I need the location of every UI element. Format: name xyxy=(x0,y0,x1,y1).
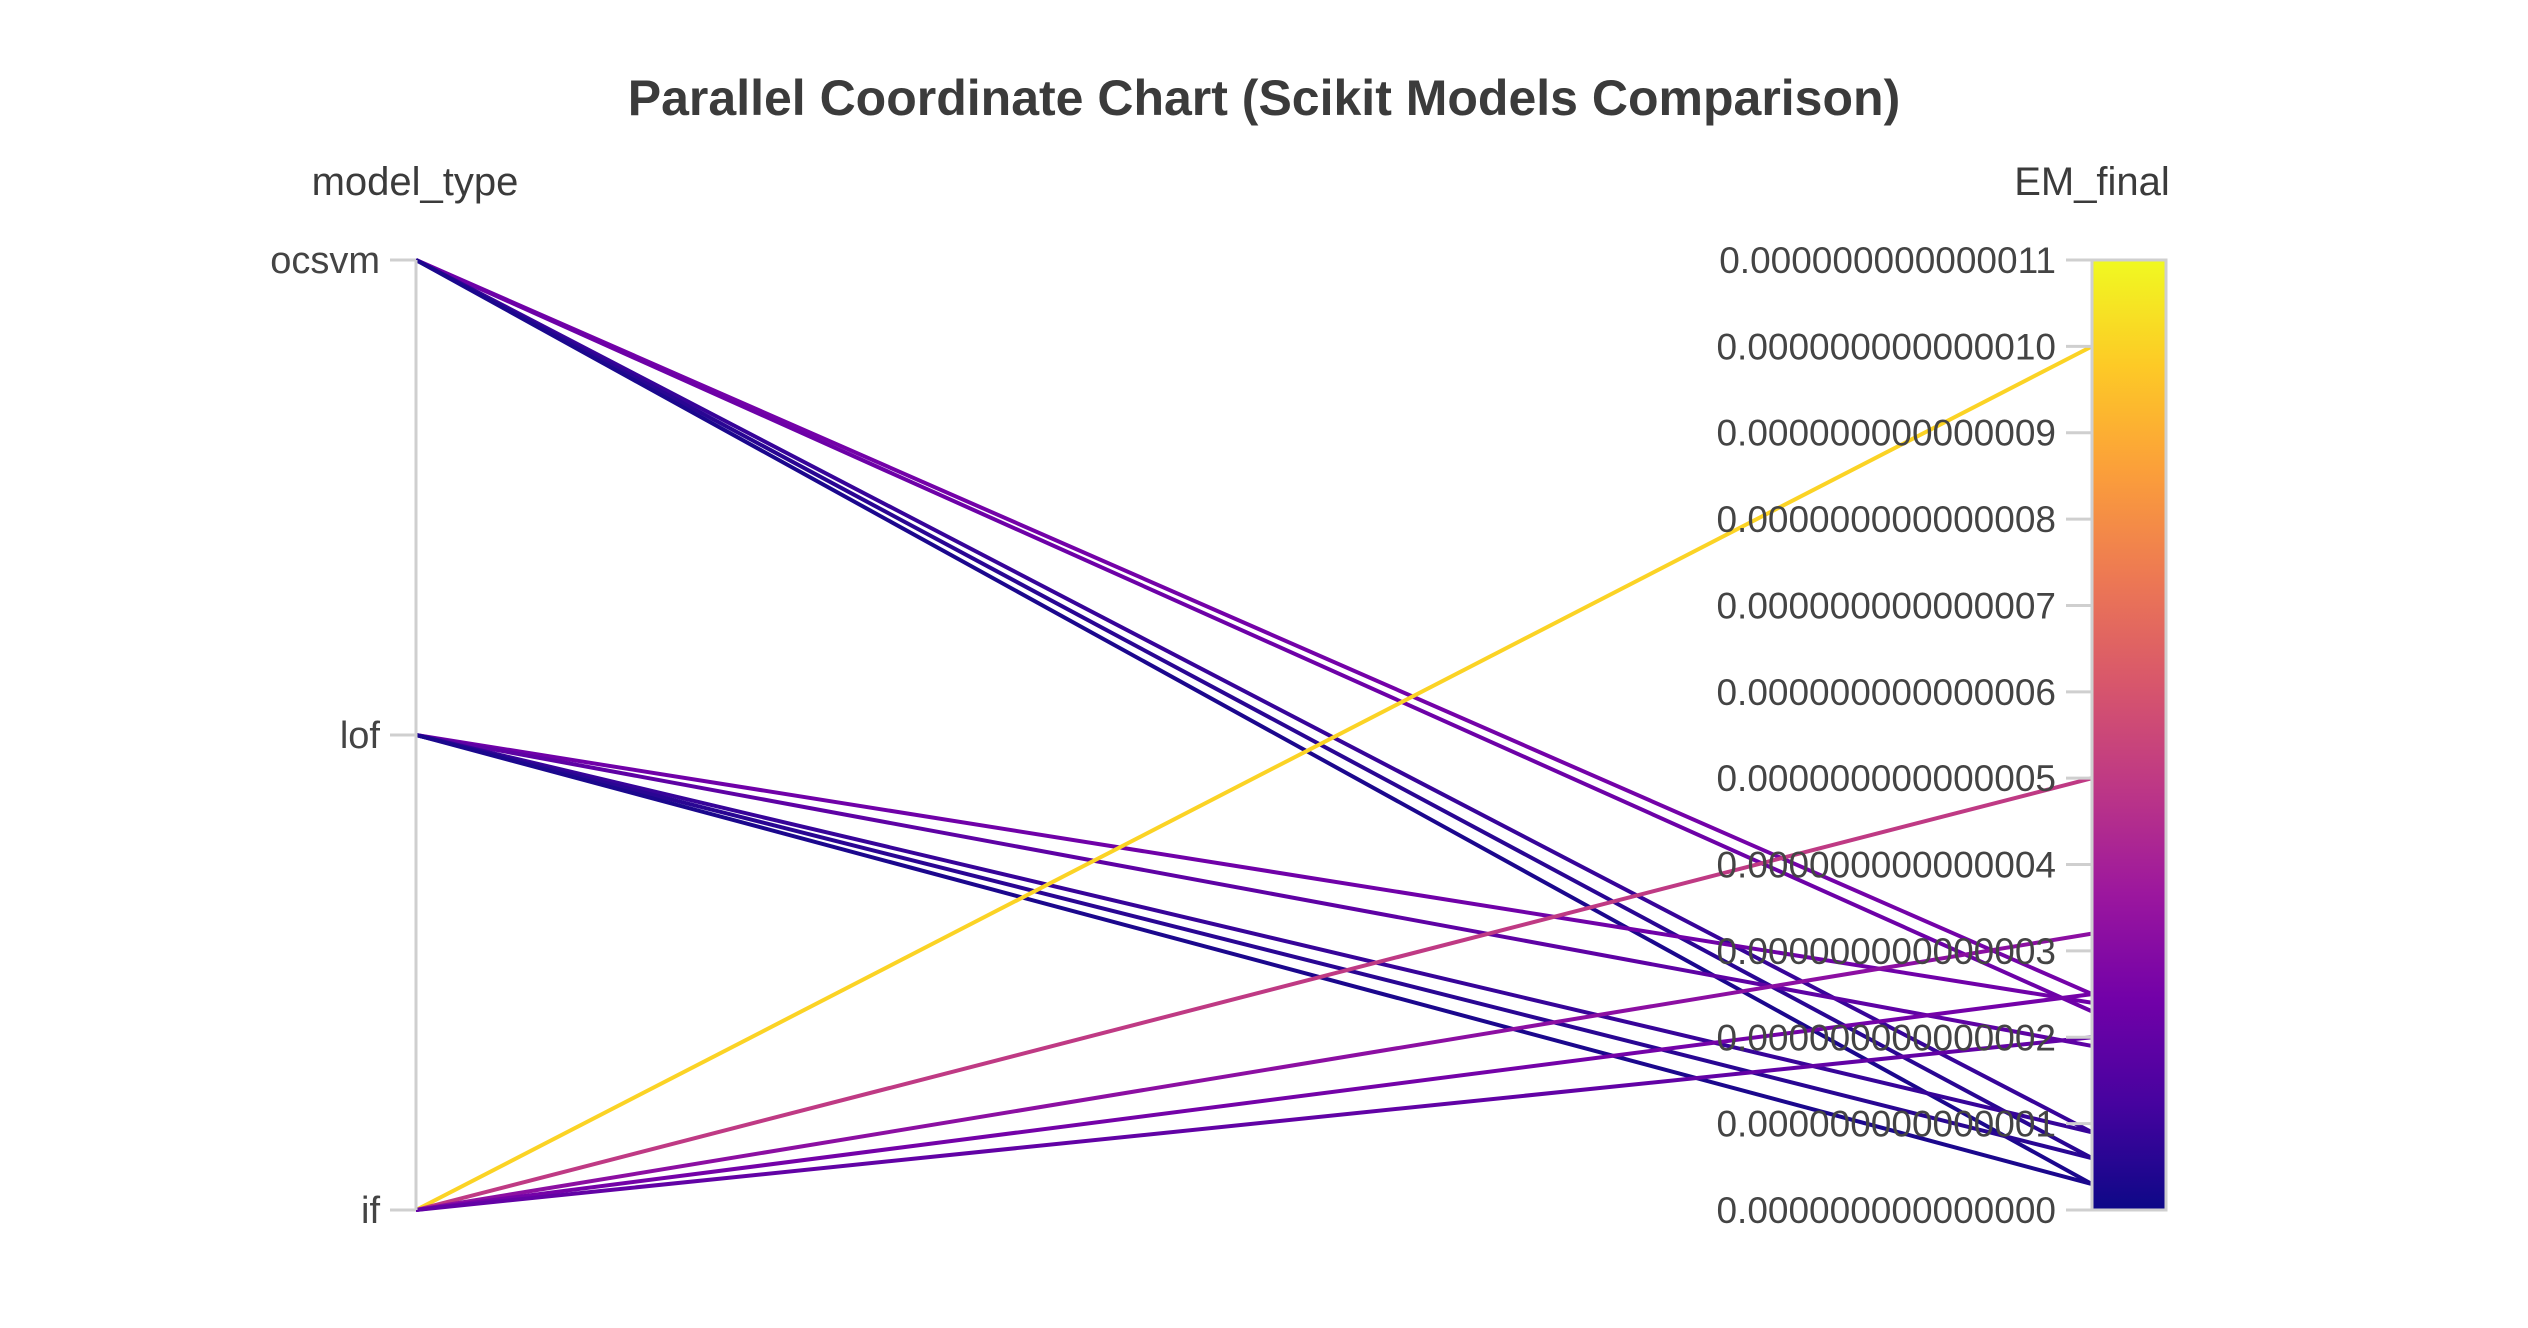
chart-title: Parallel Coordinate Chart (Scikit Models… xyxy=(628,70,1900,126)
data-line-14 xyxy=(415,992,2093,1212)
em-final-tick-label: 0.000000000000011 xyxy=(1719,240,2056,281)
colorbar xyxy=(2090,258,2168,1212)
model-type-tick-label: if xyxy=(361,1190,380,1232)
em-final-ticks: 0.000000000000011 0.000000000000010 0.0000… xyxy=(1716,240,2092,1231)
data-line-12 xyxy=(415,776,2093,1212)
em-final-tick-label: 0.000000000000001 xyxy=(1716,1104,2056,1145)
model-type-tick-label: lof xyxy=(340,715,381,757)
data-line-1 xyxy=(415,258,2093,996)
data-line-3 xyxy=(415,258,2093,1135)
data-line-15 xyxy=(415,1035,2093,1212)
em-final-tick-label: 0.000000000000003 xyxy=(1716,931,2056,972)
em-final-tick-label: 0.000000000000000 xyxy=(1716,1190,2056,1231)
model-type-ticks: ocsvm lof if xyxy=(270,240,416,1232)
axis-title-em-final: EM_final xyxy=(2014,160,2170,204)
data-line-9 xyxy=(415,733,2093,1161)
data-line-6 xyxy=(415,733,2093,1005)
data-lines xyxy=(415,258,2093,1212)
data-line-10 xyxy=(415,733,2093,1187)
em-final-tick-label: 0.000000000000008 xyxy=(1716,499,2056,540)
em-final-tick-label: 0.000000000000006 xyxy=(1716,672,2056,713)
em-final-tick-label: 0.000000000000009 xyxy=(1716,413,2056,454)
axis-title-model-type: model_type xyxy=(312,160,519,204)
em-final-tick-label: 0.000000000000010 xyxy=(1716,326,2056,367)
data-line-11 xyxy=(415,344,2093,1212)
em-final-tick-label: 0.000000000000005 xyxy=(1716,758,2056,799)
data-line-4 xyxy=(415,258,2093,1160)
model-type-tick-label: ocsvm xyxy=(270,240,380,282)
em-final-tick-label: 0.000000000000002 xyxy=(1716,1017,2056,1058)
em-final-tick-label: 0.000000000000007 xyxy=(1716,585,2056,626)
data-line-2 xyxy=(415,258,2093,1014)
data-line-13 xyxy=(415,931,2093,1212)
data-line-7 xyxy=(415,733,2093,1048)
em-final-tick-label: 0.000000000000004 xyxy=(1716,845,2056,886)
